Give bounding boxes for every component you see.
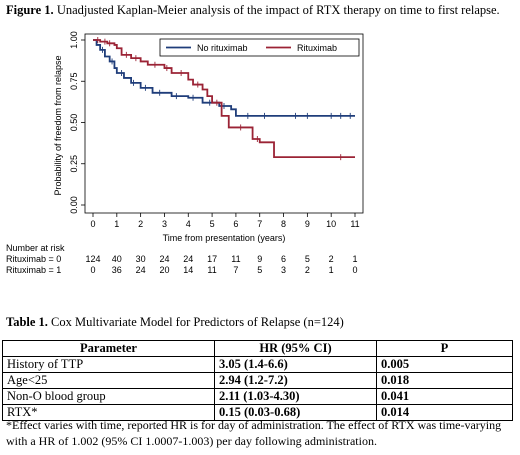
risk-count: 40: [112, 254, 122, 264]
risk-count: 14: [183, 265, 193, 275]
cox-table: Parameter HR (95% CI) P History of TTP 3…: [2, 340, 513, 421]
risk-count: 5: [305, 254, 310, 264]
p-cell: 0.041: [376, 388, 513, 405]
risk-count: 24: [136, 265, 146, 275]
risk-count: 36: [112, 265, 122, 275]
table-row: Age<25 2.94 (1.2-7.2) 0.018: [2, 372, 513, 389]
x-tick-label: 9: [305, 219, 310, 229]
p-cell: 0.014: [376, 404, 513, 421]
p-cell: 0.005: [376, 356, 513, 373]
legend-label-1: Rituximab: [297, 43, 337, 53]
legend-label-0: No rituximab: [197, 43, 248, 53]
x-tick-label: 11: [350, 219, 359, 229]
risk-count: 1: [352, 254, 357, 264]
table-footnote: *Effect varies with time, reported HR is…: [6, 418, 502, 448]
x-tick-label: 8: [281, 219, 286, 229]
x-tick-label: 2: [138, 219, 143, 229]
risk-count: 0: [352, 265, 357, 275]
risk-count: 0: [90, 265, 95, 275]
risk-count: 11: [207, 265, 216, 275]
hr-cell: 0.15 (0.03-0.68): [214, 404, 377, 421]
risk-table-header: Number at risk: [6, 243, 65, 253]
table-caption: Table 1. Cox Multivariate Model for Pred…: [6, 315, 344, 330]
p-cell: 0.018: [376, 372, 513, 389]
table-row: Non-O blood group 2.11 (1.03-4.30) 0.041: [2, 388, 513, 405]
risk-count: 7: [233, 265, 238, 275]
y-tick-label: 1.00: [69, 31, 79, 49]
figure-caption: Figure 1. Unadjusted Kaplan-Meier analys…: [6, 3, 500, 18]
param-cell: Age<25: [2, 372, 215, 389]
risk-count: 9: [257, 254, 262, 264]
figure-label: Figure 1.: [6, 3, 54, 17]
hr-cell: 3.05 (1.4-6.6): [214, 356, 377, 373]
risk-count: 2: [329, 254, 334, 264]
risk-count: 30: [136, 254, 146, 264]
x-tick-label: 5: [210, 219, 215, 229]
y-tick-label: 0.25: [69, 155, 79, 173]
risk-count: 24: [183, 254, 193, 264]
table-header-row: Parameter HR (95% CI) P: [2, 340, 513, 357]
x-tick-label: 6: [233, 219, 238, 229]
y-tick-label: 0.00: [69, 196, 79, 214]
risk-count: 24: [159, 254, 169, 264]
plot-area: [84, 33, 364, 214]
figure-caption-text: Unadjusted Kaplan-Meier analysis of the …: [56, 3, 500, 17]
header-parameter: Parameter: [2, 340, 215, 357]
header-hr: HR (95% CI): [214, 340, 377, 357]
param-cell: RTX*: [2, 404, 215, 421]
risk-count: 124: [85, 254, 100, 264]
series-line-1: [93, 39, 355, 159]
table-row: RTX* 0.15 (0.03-0.68) 0.014: [2, 404, 513, 421]
risk-count: 17: [207, 254, 217, 264]
header-p: P: [376, 340, 513, 357]
hr-cell: 2.11 (1.03-4.30): [214, 388, 377, 405]
table-row: History of TTP 3.05 (1.4-6.6) 0.005: [2, 356, 513, 373]
risk-row-label: Rituximab = 1: [6, 265, 61, 275]
legend-box: [159, 38, 360, 57]
y-tick-label: 0.75: [69, 72, 79, 90]
risk-count: 6: [281, 254, 286, 264]
risk-count: 1: [329, 265, 334, 275]
risk-row-label: Rituximab = 0: [6, 254, 61, 264]
risk-count: 3: [281, 265, 286, 275]
y-axis-title: Probability of freedom from relapse: [53, 55, 63, 195]
x-tick-label: 1: [114, 219, 119, 229]
x-tick-label: 10: [326, 219, 336, 229]
param-cell: History of TTP: [2, 356, 215, 373]
risk-count: 20: [159, 265, 169, 275]
x-tick-label: 0: [90, 219, 95, 229]
risk-count: 5: [257, 265, 262, 275]
table-caption-label: Table 1.: [6, 315, 48, 329]
x-tick-label: 7: [257, 219, 262, 229]
series-line-0: [93, 39, 355, 117]
y-tick-label: 0.50: [69, 114, 79, 132]
x-tick-label: 4: [186, 219, 191, 229]
hr-cell: 2.94 (1.2-7.2): [214, 372, 377, 389]
x-axis-title: Time from presentation (years): [163, 233, 286, 243]
risk-count: 2: [305, 265, 310, 275]
param-cell: Non-O blood group: [2, 388, 215, 405]
table-caption-text: Cox Multivariate Model for Predictors of…: [51, 315, 344, 329]
risk-count: 11: [231, 254, 240, 264]
x-tick-label: 3: [162, 219, 167, 229]
